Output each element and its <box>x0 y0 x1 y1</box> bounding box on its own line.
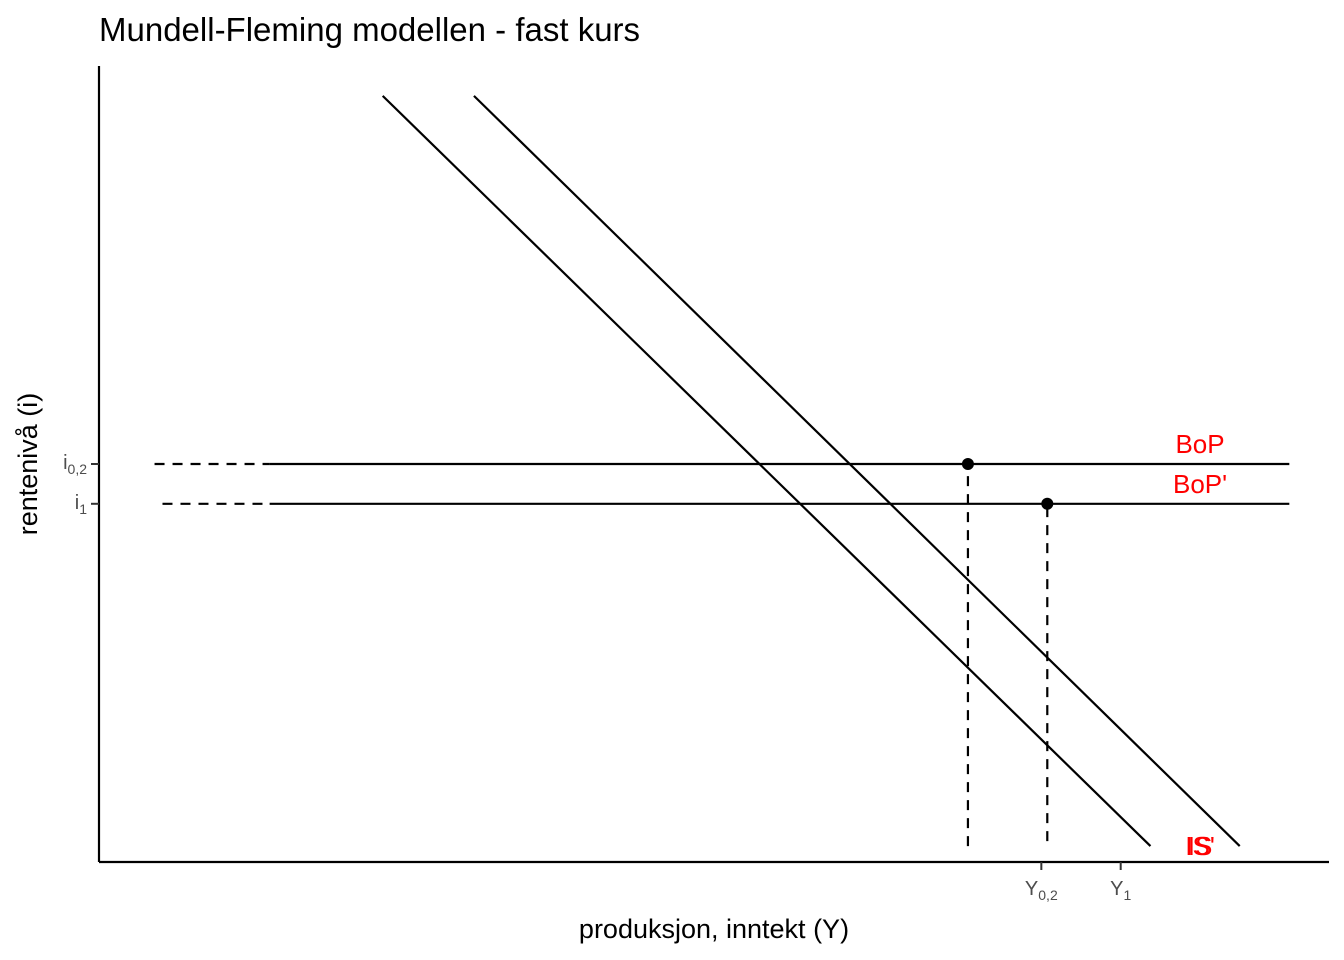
curve-label-bop: BoP <box>1175 429 1224 459</box>
y-tick-label-1: i1 <box>75 492 87 517</box>
x-axis-title: produksjon, inntekt (Y) <box>579 914 849 944</box>
curve-label-is-prime: IS' <box>1185 831 1215 861</box>
equilibrium-point-0 <box>961 458 974 470</box>
y-tick-label-0: i0,2 <box>63 452 87 477</box>
curve-label-bop-prime: BoP' <box>1173 469 1227 499</box>
curve-is <box>381 95 1152 847</box>
x-tick-label-0: Y0,2 <box>1025 878 1058 903</box>
curve-is-prime <box>473 95 1241 847</box>
x-tick-label-1: Y1 <box>1110 878 1131 903</box>
curve-label-is: IS <box>1188 831 1213 861</box>
equilibrium-point-1 <box>1041 497 1054 510</box>
y-axis-title: rentenivå (i) <box>13 393 43 536</box>
chart-title: Mundell-Fleming modellen - fast kurs <box>99 11 640 48</box>
